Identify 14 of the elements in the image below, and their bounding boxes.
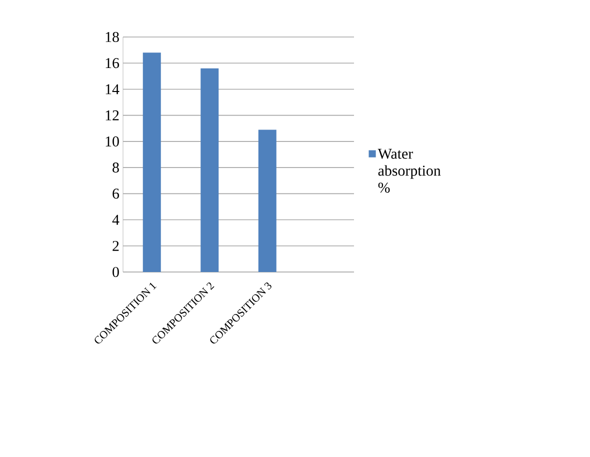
y-tick-label: 8	[112, 162, 119, 173]
y-tick-label: 14	[106, 84, 120, 94]
y-tick-label: 6	[112, 188, 120, 199]
bar	[142, 52, 161, 272]
y-tick-label: 18	[106, 32, 119, 42]
y-tick-label: 10	[106, 136, 119, 146]
bar	[258, 130, 276, 272]
y-tick-label: 2	[112, 240, 119, 251]
y-tick-label: 12	[106, 110, 119, 120]
bar	[200, 68, 219, 272]
legend-label: Water absorption %	[378, 148, 441, 193]
y-tick-label: 4	[112, 214, 120, 225]
y-tick-label: 16	[106, 58, 120, 68]
y-tick-label: 0	[112, 266, 119, 278]
